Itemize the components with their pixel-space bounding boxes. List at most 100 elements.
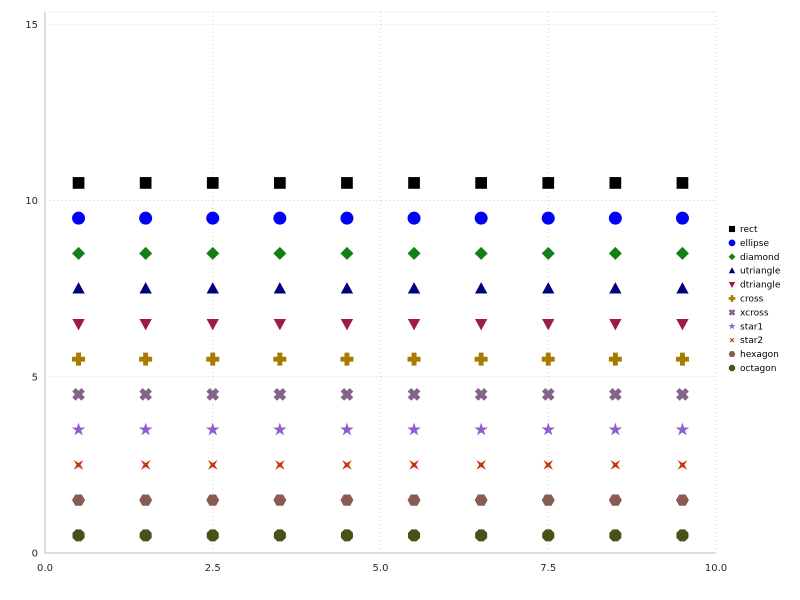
marker-cross [206,352,220,366]
legend-item-cross: cross [728,295,764,305]
marker-octagon [139,529,152,542]
marker-star2 [342,460,352,470]
marker-xcross [206,388,220,401]
marker-xcross [676,388,689,401]
marker-utriangle [206,282,219,294]
legend-item-diamond: diamond [728,253,779,263]
marker-diamond [340,246,354,260]
marker-octagon [273,529,286,542]
marker-rect [542,177,555,189]
marker-utriangle [340,282,354,294]
legend-label-diamond: diamond [740,253,779,263]
marker-dtriangle [542,319,555,331]
marker-octagon [475,529,488,542]
marker-ellipse [675,211,689,225]
legend-label-star1: star1 [740,322,763,332]
legend-marker-ellipse [728,239,736,247]
marker-star1 [675,422,690,436]
marker-star1 [608,422,623,436]
marker-octagon [408,529,421,542]
marker-dtriangle [139,319,152,331]
legend-marker-rect [728,225,736,233]
legend-item-ellipse: ellipse [728,239,769,249]
marker-ellipse [273,211,287,225]
legend-item-rect: rect [728,225,758,235]
marker-ellipse [340,211,354,225]
marker-cross [72,352,86,366]
legend-marker-star2 [729,337,735,343]
marker-star1 [340,422,354,436]
legend-marker-dtriangle [728,282,736,288]
marker-hexagon [407,494,421,506]
marker-star2 [140,460,151,470]
legend-label-octagon: octagon [740,364,776,374]
legend-item-star2: star2 [729,336,763,346]
marker-octagon [542,529,555,542]
marker-utriangle [72,282,85,294]
legend-label-rect: rect [740,225,758,235]
marker-hexagon [139,494,153,506]
legend-label-dtriangle: dtriangle [740,281,781,291]
legend-marker-xcross [728,309,736,316]
marker-utriangle [474,282,488,294]
y-tick-label: 15 [25,20,38,31]
legend-item-star1: star1 [728,322,763,332]
marker-hexagon [675,494,689,506]
x-tick-label: 2.5 [205,563,221,574]
legend-item-utriangle: utriangle [728,267,781,277]
marker-xcross [72,388,85,401]
marker-dtriangle [407,319,421,331]
marker-diamond [273,246,287,260]
marker-xcross [541,388,555,401]
marker-star2 [610,460,621,470]
marker-diamond [675,246,689,260]
marker-rect [206,177,219,189]
marker-star1 [273,422,287,436]
marker-rect [72,177,85,189]
marker-xcross [474,388,488,401]
marker-cross [340,352,354,366]
marker-dtriangle [676,319,689,331]
legend-marker-hexagon [728,351,736,358]
y-tick-label: 10 [25,196,38,207]
marker-cross [474,352,488,366]
marker-utriangle [542,282,555,294]
marker-star2 [476,460,486,470]
marker-cross [407,352,421,366]
legend-item-octagon: octagon [728,364,776,374]
y-tick-label: 5 [32,372,38,383]
marker-octagon [676,529,689,542]
legend-label-ellipse: ellipse [740,239,769,249]
marker-star2 [275,460,285,470]
marker-star1 [541,422,556,436]
marker-xcross [609,388,622,401]
legend-marker-octagon [728,364,736,372]
marker-star1 [407,422,421,436]
marker-ellipse [407,211,421,225]
legend-marker-cross [728,295,736,302]
marker-rect [274,177,286,189]
marker-hexagon [340,494,354,506]
marker-octagon [609,529,622,542]
marker-dtriangle [206,319,219,331]
marker-ellipse [72,211,86,225]
marker-star1 [474,422,488,436]
legend-marker-utriangle [728,267,736,274]
legend-item-xcross: xcross [728,308,769,318]
x-tick-label: 7.5 [540,563,556,574]
legend-item-dtriangle: dtriangle [728,281,781,291]
marker-utriangle [407,282,421,294]
marker-utriangle [139,282,152,294]
marker-hexagon [206,494,220,506]
marker-dtriangle [609,319,622,331]
legend-item-hexagon: hexagon [728,350,779,360]
marker-rect [408,177,420,189]
legend-label-xcross: xcross [740,308,769,318]
marker-star2 [677,460,688,470]
marker-star2 [543,460,554,470]
marker-diamond [474,246,488,260]
marker-rect [341,177,353,189]
marker-utriangle [273,282,287,294]
